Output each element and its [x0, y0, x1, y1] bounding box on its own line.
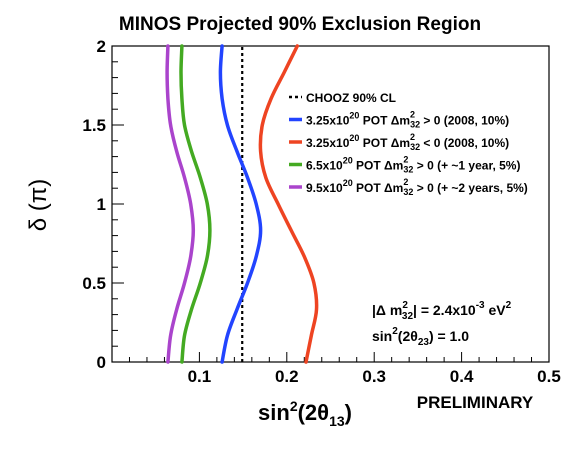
x-tick-label: 0.3 [362, 367, 386, 386]
purple-curve [165, 44, 196, 364]
x-tick-label: 0.1 [188, 367, 212, 386]
y-tick-label: 0 [97, 353, 106, 372]
x-axis-label: sin2(2θ13) [258, 398, 352, 429]
legend-entry: 3.25x1020 POT Δm2 32 > 0 (2008, 10%) [306, 110, 509, 130]
legend: CHOOZ 90% CL 3.25x1020 POT Δm2 32 > 0 (200… [289, 91, 528, 197]
red-curve [258, 44, 319, 364]
y-tick-label: 1.5 [82, 116, 106, 135]
y-tick-label: 2 [97, 37, 106, 56]
x-tick-label: 0.4 [450, 367, 474, 386]
preliminary-label: PRELIMINARY [417, 393, 534, 412]
blue-curve [218, 44, 263, 364]
y-tick-label: 1 [97, 195, 106, 214]
y-tick-label: 0.5 [82, 274, 106, 293]
green-curve [179, 44, 212, 364]
legend-entry: 3.25x1020 POT Δm2 32 < 0 (2008, 10%) [306, 132, 509, 152]
axis-ticks: 0.1 0.2 0.3 0.4 0.5 0 0.5 1 1.5 2 [82, 37, 560, 386]
legend-entry: 6.5x1020 POT Δm2 32 > 0 (+ ~1 year, 5%) [306, 155, 520, 175]
theta23-annotation: sin2(2θ23) = 1.0 [372, 326, 469, 348]
x-tick-label: 0.5 [537, 367, 561, 386]
y-axis-label: δ (π) [25, 179, 52, 232]
delta-m-annotation: |Δ m2 32| = 2.4x10-3 eV2 [372, 300, 512, 322]
chart-title: MINOS Projected 90% Exclusion Region [119, 14, 481, 35]
curves-layer [165, 44, 319, 364]
legend-entry: 9.5x1020 POT Δm2 32 > 0 (+ ~2 years, 5%) [306, 177, 528, 197]
x-tick-label: 0.2 [275, 367, 299, 386]
legend-entry: CHOOZ 90% CL [306, 91, 396, 105]
